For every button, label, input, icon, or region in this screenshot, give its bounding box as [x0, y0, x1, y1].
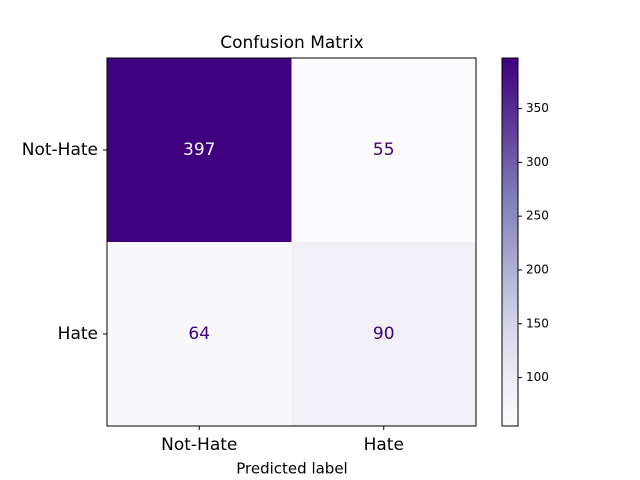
x-tick-label: Hate — [364, 435, 404, 455]
plot-frame — [106, 57, 477, 427]
cell-label: 55 — [373, 140, 395, 160]
y-tick-label: Not-Hate — [22, 140, 98, 160]
cell-label: 397 — [183, 140, 215, 160]
cell-label: 64 — [188, 324, 210, 344]
colorbar-tick-label: 300 — [526, 155, 549, 169]
cell-label: 90 — [373, 324, 395, 344]
colorbar-tick-label: 100 — [526, 370, 549, 384]
heatmap-cell — [107, 242, 292, 426]
heatmap-cell — [291, 242, 476, 426]
colorbar-tick-label: 150 — [526, 316, 549, 330]
heatmap-cell — [107, 58, 292, 242]
chart-title: Confusion Matrix — [220, 33, 364, 53]
colorbar-tick-label: 350 — [526, 101, 549, 115]
x-axis-label: Predicted label — [236, 460, 347, 478]
x-tick-label: Not-Hate — [161, 435, 237, 455]
y-tick-label: Hate — [58, 324, 98, 344]
colorbar-tick-label: 200 — [526, 262, 549, 276]
colorbar — [501, 57, 519, 427]
heatmap-cell — [291, 58, 476, 242]
colorbar-tick-label: 250 — [526, 209, 549, 223]
